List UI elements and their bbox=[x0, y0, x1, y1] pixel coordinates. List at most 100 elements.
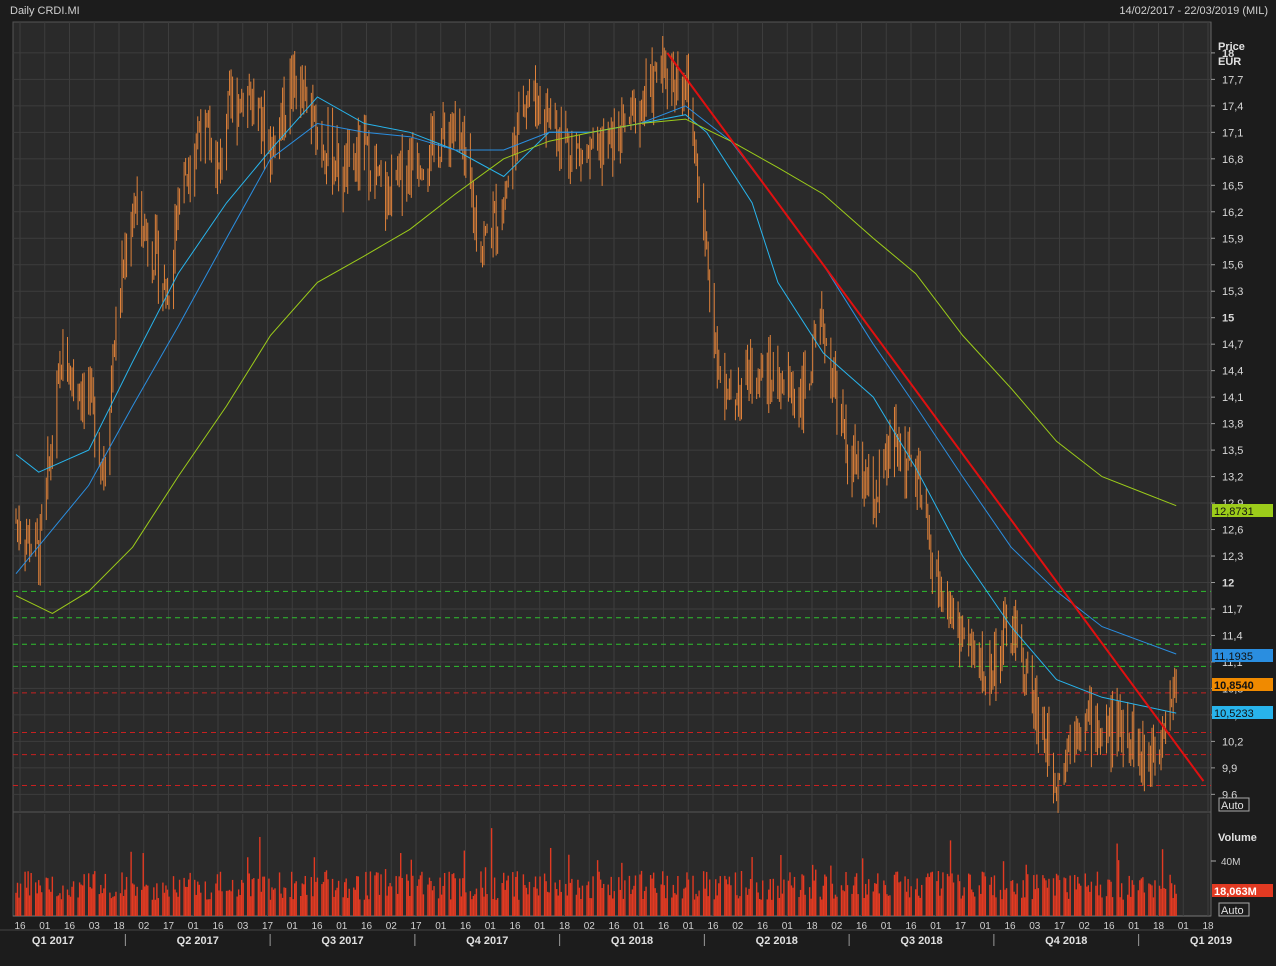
date-tick-label: 17 bbox=[1054, 921, 1066, 932]
date-tick-label: 18 bbox=[1153, 921, 1165, 932]
date-tick-label: 01 bbox=[39, 921, 51, 932]
trendline bbox=[666, 52, 1205, 782]
date-tick-label: 01 bbox=[1128, 921, 1140, 932]
price-tick-label: 14,7 bbox=[1222, 339, 1243, 351]
date-tick-label: 01 bbox=[435, 921, 447, 932]
quarter-label: Q4 2018 bbox=[1045, 935, 1087, 947]
support-lines bbox=[13, 590, 1211, 787]
date-tick-label: 16 bbox=[1103, 921, 1115, 932]
date-tick-label: 16 bbox=[856, 921, 868, 932]
ma200-line bbox=[15, 118, 1177, 614]
price-tick-label: 9,9 bbox=[1222, 763, 1237, 775]
price-tick-label: 16,5 bbox=[1222, 180, 1243, 192]
last-price-badge: 10,8540 bbox=[1212, 678, 1273, 692]
date-tick-label: 16 bbox=[707, 921, 719, 932]
ma100-badge-value: 11,1935 bbox=[1214, 651, 1253, 663]
price-auto-label: Auto bbox=[1221, 800, 1244, 812]
price-tick-label: 16,2 bbox=[1222, 207, 1243, 219]
date-tick-label: 01 bbox=[980, 921, 992, 932]
date-tick-label: 01 bbox=[534, 921, 546, 932]
quarter-label: Q1 2019 bbox=[1190, 935, 1232, 947]
date-tick-label: 16 bbox=[1004, 921, 1016, 932]
price-panel bbox=[12, 21, 1212, 813]
volume-panel bbox=[12, 811, 1212, 917]
date-axis-ticks: 16 01 16 03 18 02 17 01 16 03 17 01 16 01 16 02 17 01 16 01… bbox=[14, 921, 1232, 947]
price-candles bbox=[15, 36, 1177, 813]
date-tick-label: 01 bbox=[881, 921, 893, 932]
price-tick-label: 11,4 bbox=[1222, 630, 1243, 642]
date-tick-label: 02 bbox=[386, 921, 398, 932]
date-tick-label: 16 bbox=[608, 921, 620, 932]
date-tick-label: 16 bbox=[14, 921, 26, 932]
price-tick-label: 17,7 bbox=[1222, 74, 1243, 86]
date-tick-label: 17 bbox=[262, 921, 274, 932]
price-tick-label: 15 bbox=[1222, 313, 1234, 325]
volume-auto-button[interactable]: Auto bbox=[1218, 902, 1250, 917]
price-tick-label: 17,4 bbox=[1222, 101, 1243, 113]
volume-auto-label: Auto bbox=[1221, 905, 1244, 917]
date-tick-label: 17 bbox=[163, 921, 175, 932]
price-axis-label: Price bbox=[1218, 41, 1245, 53]
quarter-label: Q1 2018 bbox=[611, 935, 653, 947]
date-tick-label: 03 bbox=[89, 921, 101, 932]
date-tick-label: 02 bbox=[831, 921, 843, 932]
date-tick-label: 02 bbox=[584, 921, 596, 932]
last-price-badge-value: 10,8540 bbox=[1214, 680, 1254, 692]
price-tick-label: 13,5 bbox=[1222, 445, 1243, 457]
date-tick-label: 16 bbox=[311, 921, 323, 932]
price-tick-label: 13,8 bbox=[1222, 419, 1243, 431]
date-tick-label: 16 bbox=[212, 921, 224, 932]
quarter-label: Q2 2017 bbox=[177, 935, 219, 947]
date-tick-label: 01 bbox=[1178, 921, 1190, 932]
price-tick-label: 17,1 bbox=[1222, 127, 1243, 139]
moving-averages bbox=[15, 96, 1177, 714]
date-tick-label: 01 bbox=[336, 921, 348, 932]
date-tick-label: 17 bbox=[955, 921, 967, 932]
quarter-label: Q1 2017 bbox=[32, 935, 74, 947]
ma100-badge: 11,1935 bbox=[1212, 649, 1273, 663]
volume-axis-tick: 40M bbox=[1221, 857, 1240, 868]
price-tick-label: 10,2 bbox=[1222, 736, 1243, 748]
date-tick-label: 02 bbox=[1079, 921, 1091, 932]
date-tick-label: 03 bbox=[237, 921, 249, 932]
date-tick-label: 18 bbox=[1202, 921, 1214, 932]
date-tick-label: 16 bbox=[64, 921, 76, 932]
price-tick-label: 14,4 bbox=[1222, 366, 1243, 378]
date-tick-label: 17 bbox=[410, 921, 422, 932]
price-auto-button[interactable]: Auto bbox=[1218, 797, 1250, 812]
date-tick-label: 01 bbox=[930, 921, 942, 932]
quarter-label: Q3 2017 bbox=[321, 935, 363, 947]
price-axis-unit: EUR bbox=[1218, 56, 1241, 68]
date-tick-label: 16 bbox=[905, 921, 917, 932]
date-tick-label: 02 bbox=[732, 921, 744, 932]
date-tick-label: 01 bbox=[287, 921, 299, 932]
date-tick-label: 16 bbox=[658, 921, 670, 932]
date-tick-label: 16 bbox=[460, 921, 472, 932]
chart-title: Daily CRDI.MI bbox=[10, 5, 80, 17]
date-range: 14/02/2017 - 22/03/2019 (MIL) bbox=[1119, 5, 1268, 17]
volume-bars bbox=[15, 828, 1177, 916]
volume-badge-value: 18,063M bbox=[1214, 886, 1257, 898]
date-tick-label: 16 bbox=[361, 921, 373, 932]
date-tick-label: 01 bbox=[188, 921, 200, 932]
date-tick-label: 03 bbox=[1029, 921, 1041, 932]
date-tick-label: 02 bbox=[138, 921, 150, 932]
price-tick-label: 12 bbox=[1222, 578, 1234, 590]
date-tick-label: 16 bbox=[757, 921, 769, 932]
ma50-badge: 10,5233 bbox=[1212, 706, 1273, 720]
price-tick-label: 15,9 bbox=[1222, 233, 1243, 245]
grid bbox=[13, 22, 1211, 916]
price-tick-label: 12,3 bbox=[1222, 551, 1243, 563]
quarter-label: Q4 2017 bbox=[466, 935, 508, 947]
quarter-label: Q2 2018 bbox=[756, 935, 798, 947]
ma200-badge: 12,8731 bbox=[1212, 504, 1273, 518]
price-tick-label: 15,3 bbox=[1222, 286, 1243, 298]
volume-axis-label: Volume bbox=[1218, 832, 1257, 844]
date-tick-label: 16 bbox=[509, 921, 521, 932]
date-tick-label: 01 bbox=[485, 921, 497, 932]
price-tick-label: 11,7 bbox=[1222, 604, 1243, 616]
ma50-badge-value: 10,5233 bbox=[1214, 708, 1254, 720]
price-tick-label: 14,1 bbox=[1222, 392, 1243, 404]
price-tick-label: 12,6 bbox=[1222, 525, 1243, 537]
volume-badge: 18,063M bbox=[1212, 884, 1273, 898]
